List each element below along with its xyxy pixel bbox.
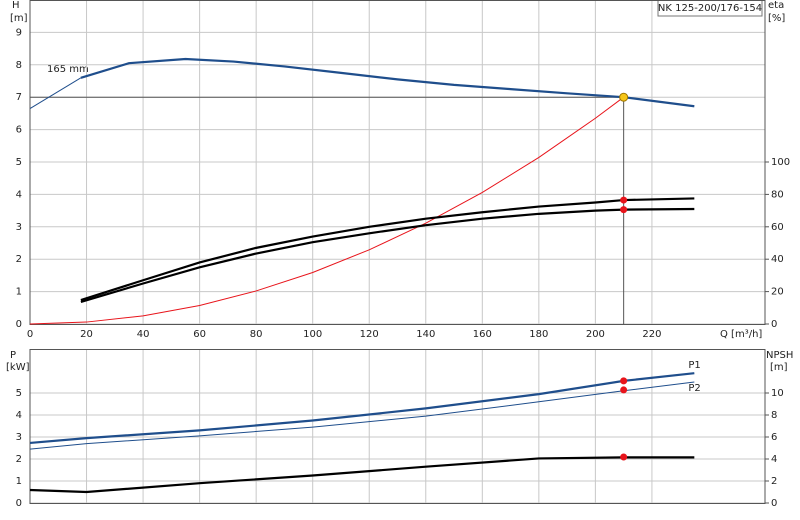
y-tick-label: 0	[16, 319, 22, 330]
y-axis-unit: [m]	[10, 13, 28, 24]
y2-tick-label: 10	[771, 388, 784, 399]
data-point	[620, 377, 628, 385]
chart-title: NK 125-200/176-154	[658, 3, 762, 14]
data-point	[620, 386, 628, 394]
y2-tick-label: 40	[771, 254, 784, 265]
curve	[29, 372, 695, 445]
y-axis-label: H	[12, 0, 20, 11]
x-tick-label: 160	[473, 329, 492, 340]
curve	[80, 197, 695, 302]
duty-point	[619, 92, 629, 102]
y-tick-label: 4	[16, 410, 22, 421]
plot-frame	[29, 0, 766, 325]
x-tick-label: 200	[586, 329, 605, 340]
x-tick-label: 120	[360, 329, 379, 340]
y2-tick-label: 6	[771, 432, 777, 443]
series-label: P1	[688, 360, 700, 371]
y2-tick-label: 0	[771, 498, 777, 509]
y-tick-label: 2	[16, 254, 22, 265]
x-tick-label: 180	[529, 329, 548, 340]
y2-axis-label: NPSH	[766, 350, 793, 361]
x-tick-label: 100	[303, 329, 322, 340]
x-tick-label: 140	[416, 329, 435, 340]
curve	[29, 96, 624, 325]
y-tick-label: 5	[16, 388, 22, 399]
curve	[29, 456, 695, 494]
y-tick-label: 3	[16, 222, 22, 233]
y2-tick-label: 2	[771, 476, 777, 487]
y-tick-label: 5	[16, 157, 22, 168]
x-tick-label: 80	[250, 329, 263, 340]
impeller-annotation: 165 mm	[47, 64, 89, 75]
y2-tick-label: 4	[771, 454, 777, 465]
title-box	[657, 0, 763, 17]
x-axis-label: Q [m³/h]	[720, 329, 762, 340]
curve	[29, 77, 82, 109]
y2-tick-label: 60	[771, 222, 784, 233]
y-tick-label: 8	[16, 60, 22, 71]
x-tick-label: 40	[137, 329, 150, 340]
y2-tick-label: 0	[771, 319, 777, 330]
data-point	[620, 196, 628, 204]
y2-tick-label: 8	[771, 410, 777, 421]
y-tick-label: 1	[16, 287, 22, 298]
plot-frame	[29, 349, 766, 504]
y-axis-label: P	[10, 350, 16, 361]
curve	[80, 207, 695, 304]
y-tick-label: 4	[16, 189, 22, 200]
y2-tick-label: 20	[771, 287, 784, 298]
x-tick-label: 60	[193, 329, 206, 340]
y-tick-label: 2	[16, 454, 22, 465]
curve	[80, 57, 695, 108]
y-axis-unit: [kW]	[6, 362, 30, 373]
curve	[29, 381, 695, 450]
y-tick-label: 1	[16, 476, 22, 487]
y-tick-label: 6	[16, 125, 22, 136]
x-tick-label: 220	[642, 329, 661, 340]
y-tick-label: 0	[16, 498, 22, 509]
y-tick-label: 3	[16, 432, 22, 443]
y2-tick-label: 100	[771, 157, 790, 168]
data-point	[620, 453, 628, 461]
x-tick-label: 0	[27, 329, 33, 340]
y-tick-label: 9	[16, 27, 22, 38]
y2-axis-unit: [%]	[768, 13, 785, 24]
y2-axis-label: eta	[768, 0, 784, 11]
y-tick-label: 7	[16, 92, 22, 103]
data-point	[620, 206, 628, 214]
series-label: P2	[688, 383, 700, 394]
x-tick-label: 20	[80, 329, 93, 340]
y2-tick-label: 80	[771, 189, 784, 200]
y2-axis-unit: [m]	[770, 362, 788, 373]
